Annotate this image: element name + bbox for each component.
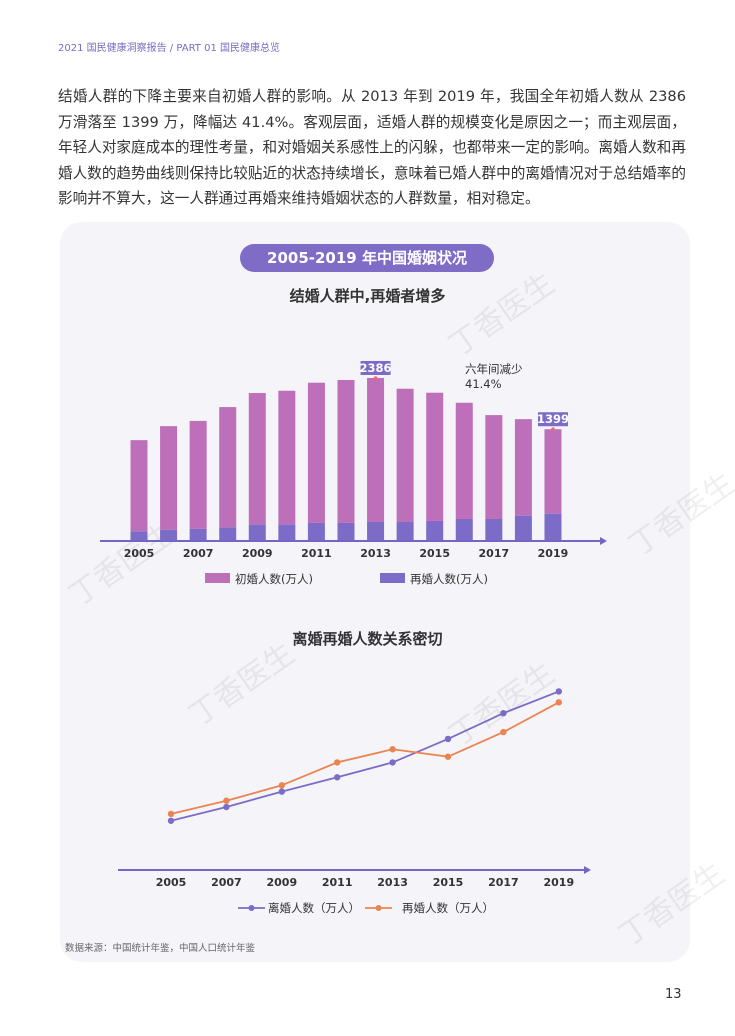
data-point — [278, 782, 285, 789]
x-tick-label: 2005 — [156, 876, 187, 889]
data-point — [334, 774, 341, 781]
bar-remarriage — [278, 524, 296, 541]
bar-remarriage — [544, 513, 562, 541]
data-point — [500, 728, 507, 736]
bar-remarriage — [485, 518, 503, 541]
data-label: 1399 — [537, 412, 569, 426]
series-line — [170, 701, 560, 815]
bar-remarriage — [337, 522, 355, 541]
bar-first-marriage — [514, 419, 532, 516]
legend-label-first-marriage: 初婚人数(万人) — [235, 572, 313, 586]
bar-first-marriage — [455, 402, 473, 519]
x-tick-label: 2019 — [543, 876, 574, 889]
x-axis-arrow — [600, 537, 607, 545]
legend-swatch-first-marriage — [205, 573, 230, 583]
x-tick-label: 2015 — [433, 876, 464, 889]
bar-first-marriage — [278, 390, 296, 525]
data-point — [555, 699, 562, 706]
data-point — [555, 688, 562, 695]
data-label-box — [360, 360, 391, 375]
bar-remarriage — [455, 518, 473, 541]
x-tick-label: 2011 — [301, 547, 332, 560]
legend-marker — [375, 905, 382, 911]
bar-first-marriage — [160, 426, 178, 530]
body-paragraph: 结婚人群的下降主要来自初婚人群的影响。从 2013 年到 2019 年，我国全年… — [58, 88, 686, 207]
x-axis-arrow — [584, 866, 591, 874]
x-tick-label: 2015 — [419, 547, 450, 560]
data-point — [444, 735, 452, 743]
data-label-marker — [373, 376, 378, 380]
x-tick-label: 2013 — [360, 547, 391, 560]
x-tick-label: 2011 — [322, 876, 353, 889]
bar-remarriage — [189, 528, 207, 541]
data-label-box — [537, 412, 568, 427]
data-point — [278, 788, 285, 795]
x-tick-label: 2007 — [211, 876, 242, 889]
x-tick-label: 2009 — [242, 547, 273, 560]
running-header: 2021 国民健康洞察报告 / PART 01 国民健康总览 — [58, 43, 280, 54]
bar-first-marriage — [426, 392, 444, 521]
data-point — [167, 817, 175, 824]
bar-first-marriage — [544, 429, 562, 514]
bar-first-marriage — [248, 393, 266, 525]
bar-first-marriage — [485, 415, 503, 519]
data-point — [444, 753, 452, 760]
data-point — [167, 810, 175, 818]
annotation-line2: 41.4% — [465, 377, 502, 391]
legend-label: 再婚人数（万人） — [402, 901, 494, 915]
bar-remarriage — [307, 522, 325, 541]
data-label: 2386 — [360, 361, 392, 375]
bar-chart-title: 结婚人群中,再婚者增多 — [289, 287, 446, 305]
chart-panel — [60, 222, 690, 962]
legend-label: 离婚人数（万人） — [268, 901, 360, 915]
bar-first-marriage — [367, 377, 385, 522]
bar-remarriage — [396, 521, 414, 541]
bar-remarriage — [367, 521, 385, 541]
legend-marker — [248, 905, 255, 911]
bar-first-marriage — [337, 379, 355, 523]
data-point — [223, 797, 230, 804]
data-point — [500, 709, 507, 717]
x-tick-label: 2005 — [124, 547, 155, 560]
bar-remarriage — [514, 515, 532, 541]
x-tick-label: 2009 — [266, 876, 297, 889]
annotation-line1: 六年间减少 — [465, 362, 523, 376]
x-tick-label: 2019 — [538, 547, 569, 560]
bar-remarriage — [160, 529, 178, 541]
decline-annotation: 六年间减少 41.4% — [465, 362, 523, 392]
bar-remarriage — [426, 520, 444, 541]
data-label-marker — [551, 427, 555, 432]
page-number: 13 — [665, 987, 682, 1002]
data-point — [223, 803, 230, 811]
data-point — [389, 759, 396, 766]
bar-first-marriage — [219, 407, 237, 528]
data-point — [389, 746, 396, 753]
legend-swatch-remarriage — [380, 573, 405, 583]
bar-remarriage — [248, 524, 266, 541]
bar-remarriage — [130, 531, 148, 541]
series-line — [170, 690, 560, 822]
x-tick-label: 2007 — [183, 547, 214, 560]
bar-first-marriage — [307, 382, 325, 523]
bar-remarriage — [219, 527, 237, 541]
panel-title: 2005-2019 年中国婚姻状况 — [240, 244, 494, 272]
bar-first-marriage — [396, 388, 414, 522]
data-source: 数据来源：中国统计年鉴，中国人口统计年鉴 — [65, 943, 256, 954]
x-tick-label: 2017 — [479, 547, 510, 560]
x-tick-label: 2013 — [377, 876, 408, 889]
bar-first-marriage — [130, 440, 148, 532]
line-chart-title: 离婚再婚人数关系密切 — [292, 630, 443, 648]
data-point — [334, 759, 341, 766]
bar-first-marriage — [189, 420, 207, 529]
x-tick-label: 2017 — [488, 876, 519, 889]
legend-label-remarriage: 再婚人数(万人) — [410, 572, 488, 586]
